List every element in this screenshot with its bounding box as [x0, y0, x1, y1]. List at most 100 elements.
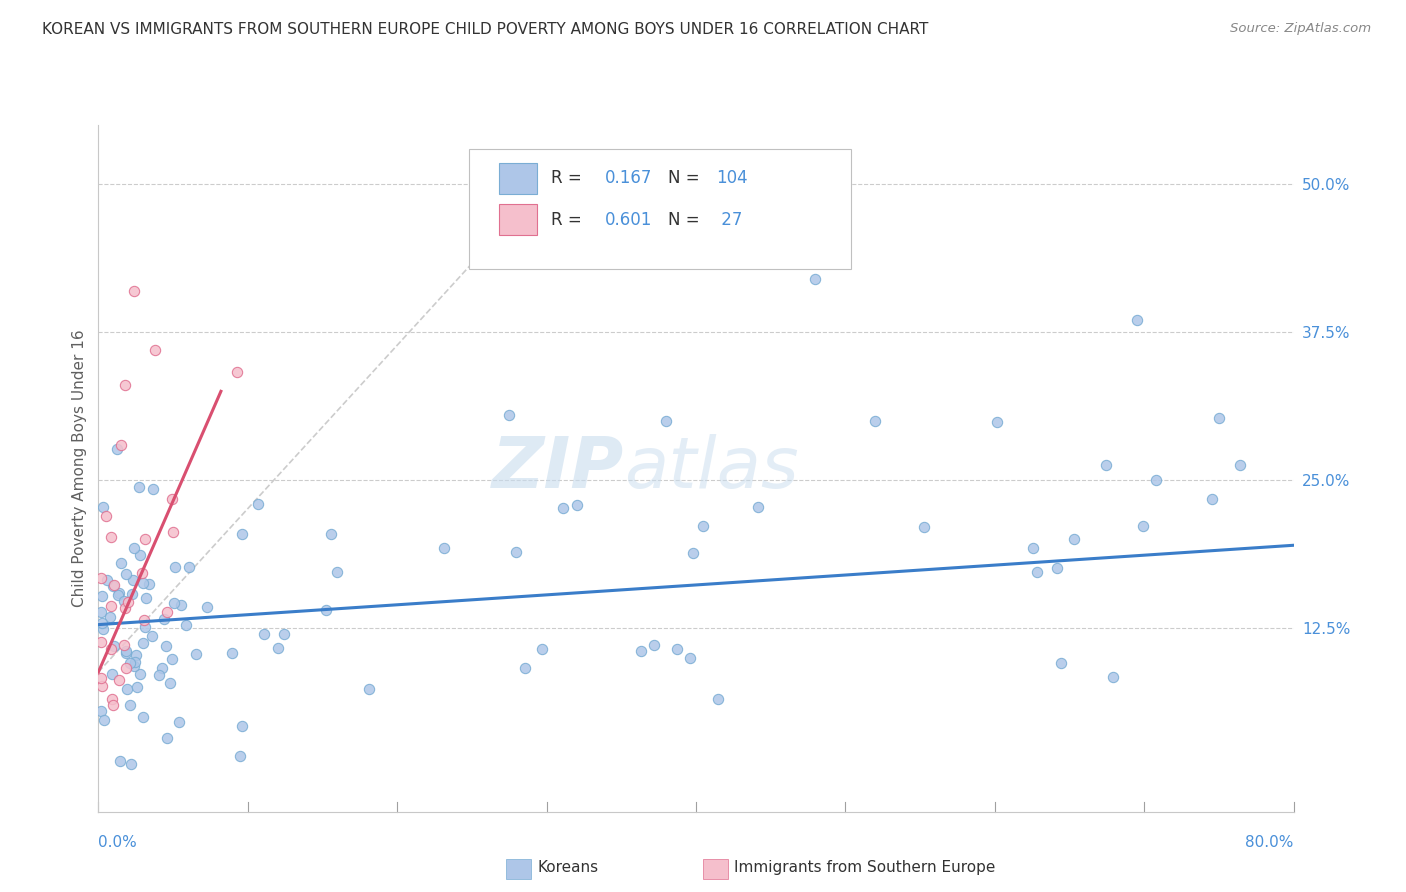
Point [134, 613, 156, 627]
Point [986, 415, 1008, 429]
Point [162, 652, 184, 666]
Point [229, 749, 252, 764]
Text: ZIP: ZIP [492, 434, 624, 503]
Point [115, 646, 138, 660]
Point [120, 757, 142, 772]
FancyBboxPatch shape [470, 149, 852, 269]
Text: KOREAN VS IMMIGRANTS FROM SOUTHERN EUROPE CHILD POVERTY AMONG BOYS UNDER 16 CORR: KOREAN VS IMMIGRANTS FROM SOUTHERN EUROP… [42, 22, 928, 37]
Point [132, 636, 155, 650]
Point [1094, 458, 1116, 472]
Point [91, 622, 114, 636]
Point [120, 657, 142, 671]
Point [170, 598, 193, 612]
Point [125, 648, 148, 662]
Point [105, 442, 128, 457]
Point [124, 541, 146, 555]
Point [148, 668, 170, 682]
Point [101, 666, 124, 681]
Point [121, 587, 143, 601]
Point [433, 541, 456, 555]
Point [100, 642, 122, 657]
Point [231, 526, 253, 541]
Point [679, 650, 702, 665]
Point [692, 519, 714, 533]
Point [141, 629, 163, 643]
Point [505, 545, 527, 559]
Point [110, 754, 132, 768]
Point [101, 692, 124, 706]
Point [100, 599, 122, 613]
Point [195, 600, 218, 615]
Text: 0.0%: 0.0% [98, 836, 138, 850]
Point [326, 565, 349, 579]
Point [91, 679, 114, 693]
Point [127, 680, 149, 694]
Point [567, 498, 589, 512]
Point [226, 365, 249, 379]
Point [1063, 532, 1085, 546]
Point [1045, 561, 1067, 575]
Point [117, 595, 139, 609]
Point [513, 661, 536, 675]
Point [103, 578, 125, 592]
Point [135, 591, 157, 606]
Point [266, 640, 288, 655]
Point [315, 603, 337, 617]
Point [247, 497, 270, 511]
Point [124, 655, 146, 669]
Point [101, 579, 124, 593]
Point [129, 666, 152, 681]
Point [630, 644, 652, 658]
Point [165, 560, 187, 574]
Point [143, 343, 166, 357]
Point [643, 638, 665, 652]
Point [131, 566, 153, 581]
Text: 0.167: 0.167 [605, 169, 652, 187]
Point [114, 661, 136, 675]
Text: atlas: atlas [624, 434, 799, 503]
Point [142, 482, 165, 496]
Point [163, 596, 186, 610]
Point [115, 682, 138, 697]
Text: R =: R = [551, 211, 588, 228]
Point [498, 408, 520, 422]
Point [114, 378, 136, 392]
Point [357, 682, 380, 697]
Point [91, 589, 114, 603]
Point [122, 573, 145, 587]
Point [221, 646, 243, 660]
Point [110, 556, 132, 570]
Point [110, 437, 132, 451]
Point [912, 519, 935, 533]
Text: N =: N = [668, 211, 706, 228]
Point [134, 533, 156, 547]
Point [91, 500, 114, 514]
Point [156, 605, 179, 619]
Point [124, 284, 146, 298]
Point [90, 635, 112, 649]
Point [1144, 474, 1167, 488]
Point [159, 676, 181, 690]
Point [96, 574, 118, 588]
Point [167, 715, 190, 730]
Point [128, 480, 150, 494]
Point [153, 611, 176, 625]
Point [90, 605, 112, 619]
Point [101, 698, 124, 713]
Point [1229, 458, 1251, 472]
Point [530, 641, 553, 656]
Point [1022, 541, 1045, 555]
Point [1201, 492, 1223, 507]
Point [231, 719, 253, 733]
Text: R =: R = [551, 169, 588, 187]
Point [134, 620, 156, 634]
Point [128, 548, 150, 562]
Point [90, 704, 112, 718]
Point [94, 508, 117, 523]
Point [1208, 411, 1230, 425]
Point [90, 616, 112, 631]
Point [162, 525, 184, 540]
Text: 0.601: 0.601 [605, 211, 652, 228]
Point [100, 530, 122, 544]
Point [131, 576, 153, 591]
